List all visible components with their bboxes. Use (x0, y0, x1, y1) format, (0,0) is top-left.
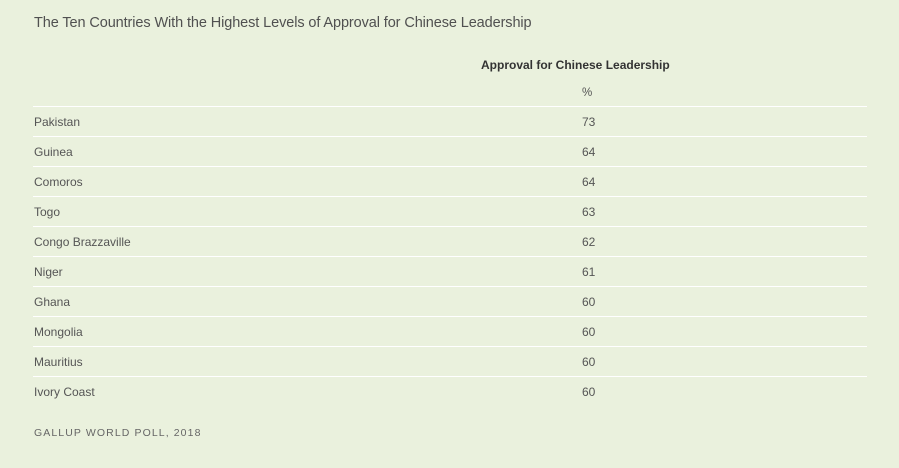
value-cell: 64 (582, 175, 596, 189)
table-row: Niger 61 (33, 257, 867, 287)
value-cell: 63 (582, 205, 596, 219)
country-cell: Comoros (34, 175, 83, 189)
chart-title: The Ten Countries With the Highest Level… (34, 15, 532, 31)
table-row: Togo 63 (33, 197, 867, 227)
table-row: Comoros 64 (33, 167, 867, 197)
column-header-row: Approval for Chinese Leadership (33, 52, 867, 78)
value-cell: 60 (582, 325, 596, 339)
table-row: Ghana 60 (33, 287, 867, 317)
value-cell: 73 (582, 115, 596, 129)
country-cell: Niger (34, 265, 63, 279)
country-cell: Mongolia (34, 325, 83, 339)
country-cell: Ghana (34, 295, 71, 309)
country-cell: Pakistan (34, 115, 81, 129)
table-row: Mongolia 60 (33, 317, 867, 347)
column-header-approval: Approval for Chinese Leadership (481, 58, 670, 72)
table-row: Ivory Coast 60 (33, 377, 867, 406)
data-table: Approval for Chinese Leadership % Pakist… (33, 52, 867, 406)
source-note: GALLUP WORLD POLL, 2018 (34, 427, 202, 439)
country-cell: Mauritius (34, 355, 83, 369)
value-cell: 60 (582, 355, 596, 369)
table-row: Congo Brazzaville 62 (33, 227, 867, 257)
unit-row: % (33, 78, 867, 107)
country-cell: Congo Brazzaville (34, 235, 131, 249)
table-row: Pakistan 73 (33, 107, 867, 137)
table-body: Pakistan 73 Guinea 64 Comoros 64 Togo 63 Congo B… (33, 107, 867, 406)
value-cell: 60 (582, 385, 596, 399)
unit-label: % (582, 87, 593, 99)
value-cell: 61 (582, 265, 596, 279)
table-row: Guinea 64 (33, 137, 867, 167)
country-cell: Guinea (34, 145, 73, 159)
country-cell: Ivory Coast (34, 385, 95, 399)
value-cell: 60 (582, 295, 596, 309)
value-cell: 64 (582, 145, 596, 159)
value-cell: 62 (582, 235, 596, 249)
table-row: Mauritius 60 (33, 347, 867, 377)
country-cell: Togo (34, 205, 61, 219)
